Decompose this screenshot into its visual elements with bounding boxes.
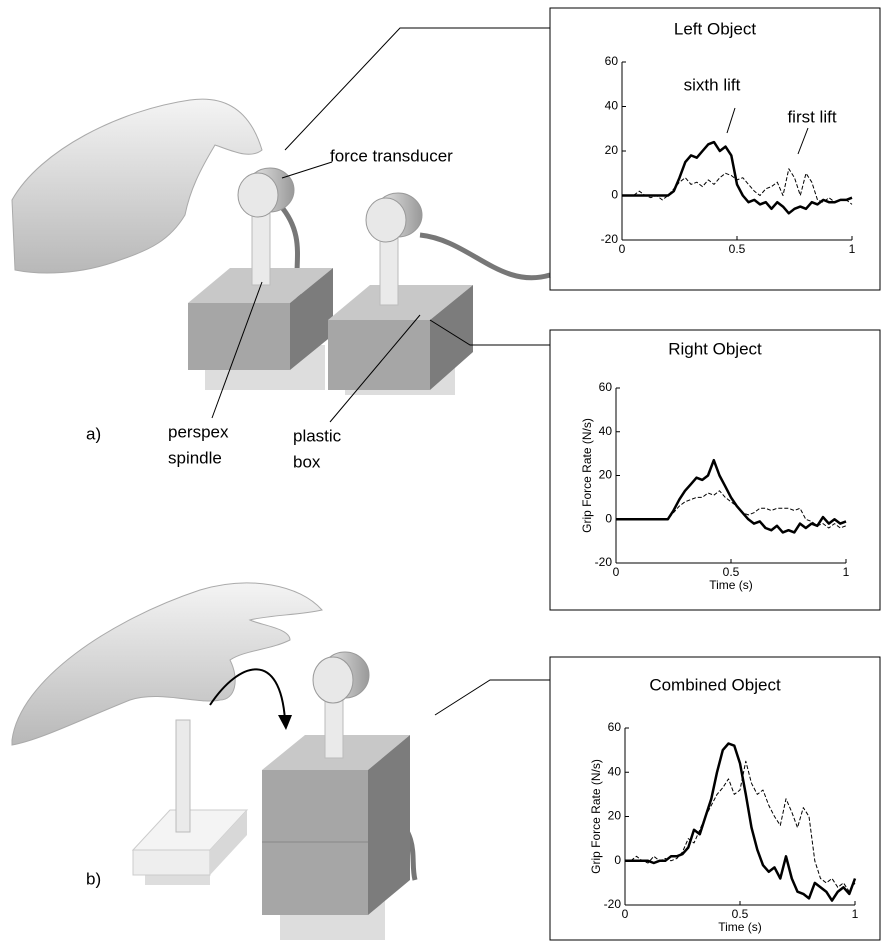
base-front [133,850,210,875]
x-tick-label: 0 [622,907,629,921]
y-tick-label: 0 [611,188,618,202]
illustration-a [12,28,550,422]
y-tick-label: 20 [605,143,619,157]
x-tick-label: 1 [849,242,856,256]
x-tick-label: 0.5 [729,242,746,256]
y-tick-label: 40 [608,764,622,778]
y-tick-label: 60 [608,720,622,734]
y-tick-label: 20 [608,809,622,823]
panel-label: a) [86,424,101,443]
series-line [616,460,846,532]
hand [12,583,322,745]
y-tick-label: -20 [595,555,613,569]
box-front [328,320,430,390]
x-tick-label: 0 [619,242,626,256]
box-front [188,303,290,370]
chart-title: Right Object [668,339,762,358]
x-tick-label: 1 [843,565,850,579]
series-line [622,142,852,213]
transducer [366,198,406,242]
label: plastic [293,426,342,445]
series-line [625,761,855,892]
label: spindle [168,448,222,467]
x-axis-label: Time (s) [718,920,762,934]
y-tick-label: 0 [605,511,612,525]
x-axis-label: Time (s) [709,578,753,592]
panel-label: b) [86,869,101,888]
x-tick-label: 0.5 [723,565,740,579]
cable [420,235,550,278]
spindle [176,720,190,832]
y-axis-label: Grip Force Rate (N/s) [589,759,603,874]
y-tick-label: 60 [605,54,619,68]
y-axis-label: Grip Force Rate (N/s) [580,418,594,533]
y-tick-label: 20 [599,468,613,482]
chart-title: Combined Object [649,675,781,694]
x-tick-label: 1 [852,907,859,921]
annotation-pointer [798,128,808,154]
hand [12,99,262,273]
x-tick-label: 0.5 [732,907,749,921]
connector [435,680,550,715]
annotation-pointer [727,108,735,133]
annotation: sixth lift [684,75,741,94]
transducer [313,657,353,703]
figure: force transducer perspex spindle plastic… [0,0,882,947]
y-tick-label: 40 [605,99,619,113]
chart-title: Left Object [674,19,756,38]
y-tick-label: 40 [599,424,613,438]
y-tick-label: -20 [601,232,619,246]
arrowhead [278,715,292,730]
label: perspex [168,422,229,441]
panel-frame [550,8,880,290]
x-tick-label: 0 [613,565,620,579]
y-tick-label: 0 [614,853,621,867]
y-tick-label: -20 [604,897,622,911]
connector [285,28,550,150]
leader [282,162,332,178]
transducer [238,173,278,217]
annotation: first lift [787,107,836,126]
y-tick-label: 60 [599,380,613,394]
label: box [293,452,321,471]
label: force transducer [330,146,453,165]
